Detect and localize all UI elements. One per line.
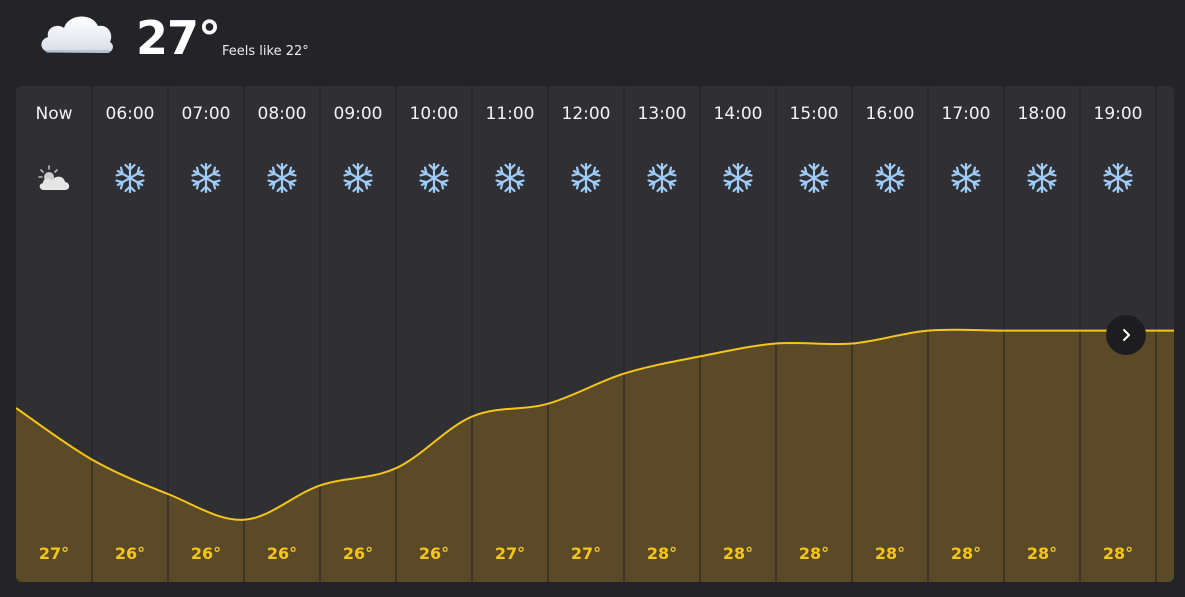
hour-label: 07:00 <box>181 104 231 124</box>
hour-label: 16:00 <box>865 104 915 124</box>
snowflake-icon <box>1004 160 1080 196</box>
current-conditions: 27° Feels like 22° <box>0 0 1185 86</box>
hour-temperature: 28° <box>874 544 906 563</box>
current-temperature: 27° <box>136 11 221 65</box>
hour-label: 15:00 <box>789 104 839 124</box>
hour-label: 06:00 <box>105 104 155 124</box>
temperature-line <box>16 328 1174 521</box>
hour-temperature: 28° <box>1102 544 1134 563</box>
snowflake-icon <box>168 160 244 196</box>
hour-temperature: 26° <box>266 544 298 563</box>
hour-label: 17:00 <box>941 104 991 124</box>
hour-label: 11:00 <box>485 104 535 124</box>
snowflake-icon <box>92 160 168 196</box>
hour-temperature: 28° <box>798 544 830 563</box>
hour-label: 19:00 <box>1093 104 1143 124</box>
hourly-forecast-panel[interactable]: Now 27° 06:00 26° 07:00 26° 08:00 26° 09:00 26° 1… <box>16 86 1174 582</box>
hour-temperature: 28° <box>950 544 982 563</box>
snowflake-icon <box>472 160 548 196</box>
hour-label: 09:00 <box>333 104 383 124</box>
next-hours-button[interactable] <box>1106 315 1146 355</box>
temperature-area <box>16 329 1174 582</box>
cloud-icon <box>36 6 116 58</box>
hour-label: 2 <box>1156 104 1174 124</box>
snowflake-icon <box>244 160 320 196</box>
snowflake-icon <box>776 160 852 196</box>
hour-temperature: 27° <box>38 544 70 563</box>
hour-temperature: 26° <box>418 544 450 563</box>
snowflake-icon <box>396 160 472 196</box>
partly-cloudy-icon <box>16 160 92 196</box>
hour-label: Now <box>35 104 73 124</box>
hour-temperature: 26° <box>190 544 222 563</box>
snowflake-icon <box>1080 160 1156 196</box>
snowflake-icon <box>1156 160 1174 196</box>
snowflake-icon <box>852 160 928 196</box>
hour-temperature: 26° <box>114 544 146 563</box>
hour-label: 13:00 <box>637 104 687 124</box>
hour-temperature: 26° <box>342 544 374 563</box>
hour-temperature: 27° <box>570 544 602 563</box>
feels-like-text: Feels like 22° <box>222 44 309 59</box>
snowflake-icon <box>548 160 624 196</box>
snowflake-icon <box>320 160 396 196</box>
hour-label: 12:00 <box>561 104 611 124</box>
hour-label: 14:00 <box>713 104 763 124</box>
snowflake-icon <box>928 160 1004 196</box>
hour-label: 10:00 <box>409 104 459 124</box>
snowflake-icon <box>700 160 776 196</box>
snowflake-icon <box>624 160 700 196</box>
hour-label: 08:00 <box>257 104 307 124</box>
hour-temperature: 28° <box>722 544 754 563</box>
hour-label: 18:00 <box>1017 104 1067 124</box>
hour-temperature: 27° <box>494 544 526 563</box>
hour-temperature: 28° <box>1026 544 1058 563</box>
chevron-right-icon <box>1123 329 1130 341</box>
temperature-chart <box>16 86 1174 582</box>
hour-temperature: 28° <box>646 544 678 563</box>
